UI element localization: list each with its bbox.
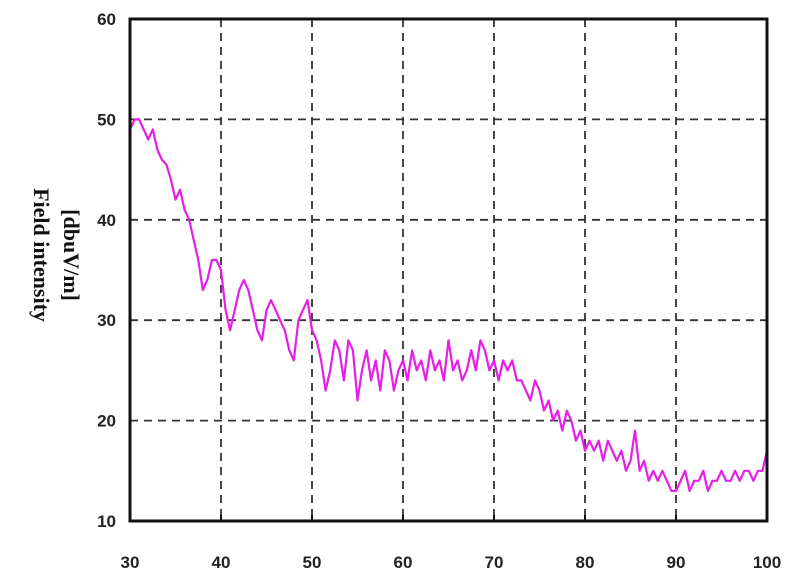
x-tick-label-90: 90	[667, 553, 686, 572]
y-axis-label-line-2: [dbuV/m]	[59, 209, 84, 301]
y-tick-labels: 10 20 30 40 50 60	[97, 10, 116, 531]
y-tick-label-30: 30	[97, 311, 116, 330]
y-axis-label-line-1: Field intensity	[29, 188, 54, 322]
x-tick-label-60: 60	[394, 553, 413, 572]
x-tick-label-70: 70	[485, 553, 504, 572]
x-tick-label-40: 40	[212, 553, 231, 572]
y-axis-label-group: Field intensity [dbuV/m]	[29, 188, 84, 322]
y-tick-label-10: 10	[97, 512, 116, 531]
y-tick-label-20: 20	[97, 412, 116, 431]
x-tick-labels: 30 40 50 60 70 80 90 100	[121, 515, 781, 572]
series-line-1	[129, 118, 769, 492]
y-tick-label-60: 60	[97, 10, 116, 29]
y-axis-label: Field intensity [dbuV/m]	[29, 188, 84, 322]
y-tick-label-50: 50	[97, 110, 116, 129]
y-tick-label-40: 40	[97, 211, 116, 230]
plot-frame	[128, 17, 769, 523]
x-tick-label-50: 50	[303, 553, 322, 572]
x-tick-label-100: 100	[753, 553, 781, 572]
gridlines	[130, 19, 767, 521]
x-tick-label-30: 30	[121, 553, 140, 572]
series-layer	[129, 118, 769, 492]
x-tick-label-80: 80	[576, 553, 595, 572]
